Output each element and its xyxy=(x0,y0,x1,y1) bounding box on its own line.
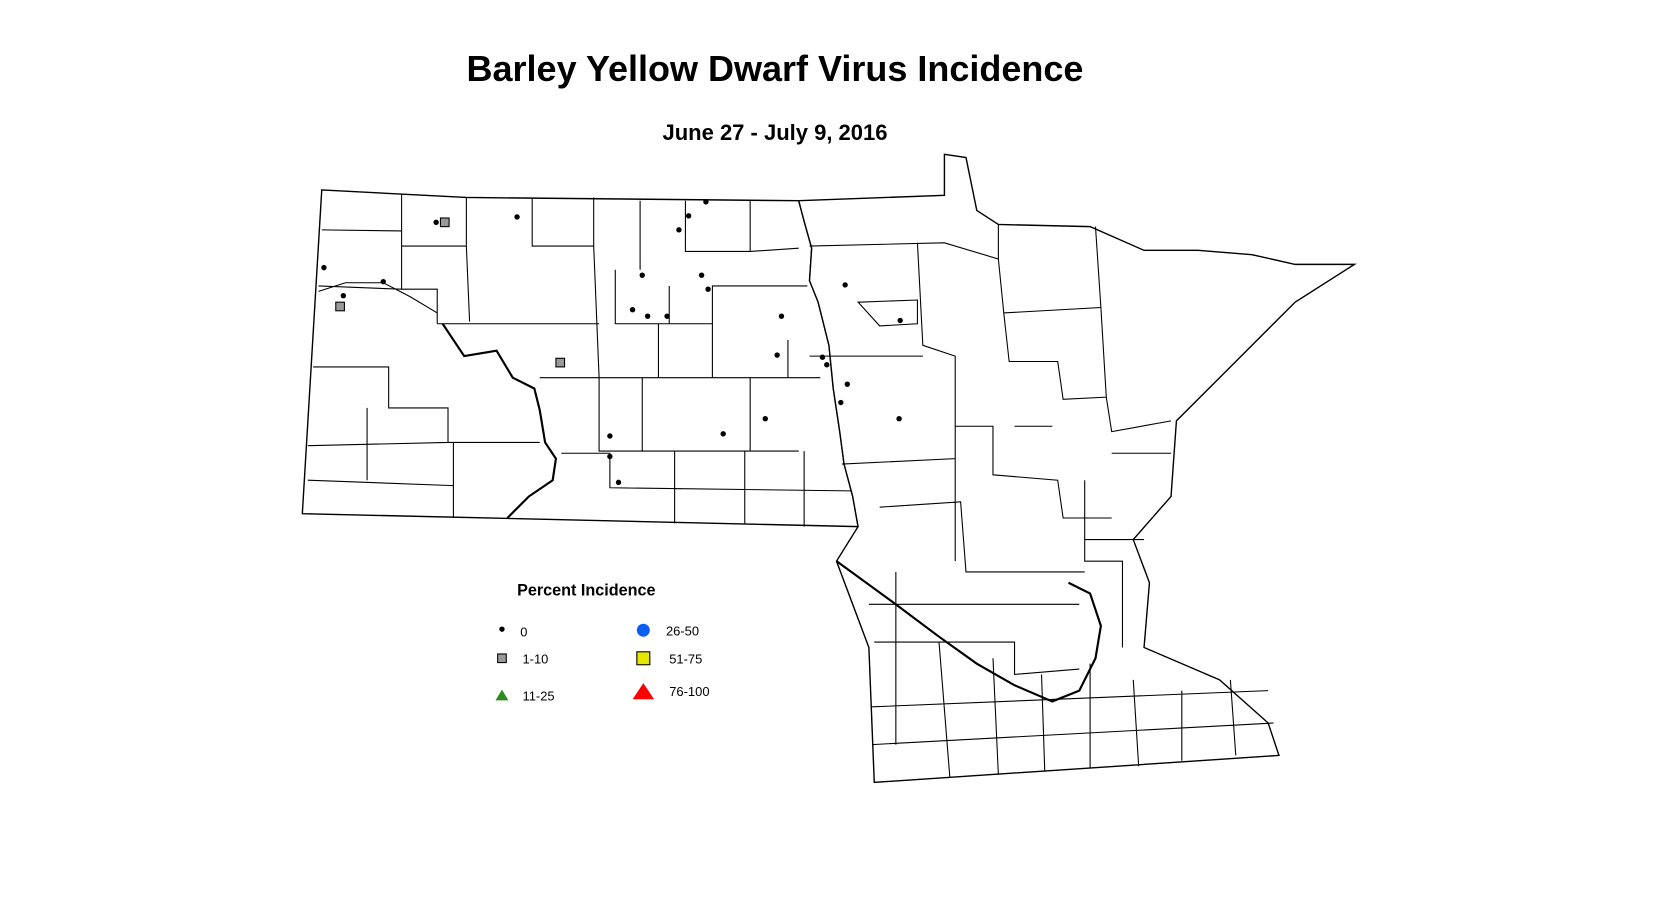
legend-symbol-1-10 xyxy=(497,653,507,664)
legend-title: Percent Incidence xyxy=(517,582,655,600)
point-0-percent xyxy=(685,213,692,219)
point-1-10-percent xyxy=(335,301,345,312)
point-0-percent xyxy=(842,282,848,288)
point-0-percent xyxy=(819,354,826,360)
point-0-percent xyxy=(340,292,347,299)
point-0-percent xyxy=(703,199,709,205)
legend-symbol-11-25 xyxy=(495,689,509,701)
point-0-percent xyxy=(698,272,705,278)
point-0-percent xyxy=(778,313,785,319)
point-0-percent xyxy=(433,219,439,225)
point-0-percent xyxy=(639,272,645,278)
point-0-percent xyxy=(838,399,844,406)
legend-label-0: 0 xyxy=(520,625,527,640)
point-0-percent xyxy=(676,227,682,233)
map-title: Barley Yellow Dwarf Virus Incidence xyxy=(466,48,1084,89)
point-0-percent xyxy=(774,352,780,358)
legend-label-26-50: 26-50 xyxy=(666,624,699,639)
legend-symbol-0 xyxy=(499,626,505,632)
point-0-percent xyxy=(644,313,651,319)
point-0-percent xyxy=(380,278,386,285)
point-0-percent xyxy=(514,214,520,220)
point-0-percent xyxy=(824,362,830,368)
observation-points xyxy=(321,199,903,486)
point-0-percent xyxy=(615,479,622,486)
point-0-percent xyxy=(897,317,903,324)
map-subtitle: June 27 - July 9, 2016 xyxy=(662,120,888,145)
legend-label-1-10: 1-10 xyxy=(522,652,548,667)
point-0-percent xyxy=(762,416,768,422)
legend: Percent Incidence 0 1-10 11-25 26-50 51-… xyxy=(495,582,710,703)
point-1-10-percent xyxy=(555,357,566,368)
point-0-percent xyxy=(705,286,711,292)
legend-symbol-26-50 xyxy=(636,623,650,637)
point-0-percent xyxy=(844,381,850,387)
point-0-percent xyxy=(607,453,613,460)
legend-label-76-100: 76-100 xyxy=(669,684,709,699)
legend-symbol-51-75 xyxy=(636,651,651,666)
point-0-percent xyxy=(664,313,670,319)
legend-label-51-75: 51-75 xyxy=(669,652,702,667)
point-0-percent xyxy=(720,431,726,437)
minnesota xyxy=(797,153,1357,784)
north-dakota xyxy=(301,189,859,528)
legend-symbol-76-100 xyxy=(632,683,655,700)
legend-label-11-25: 11-25 xyxy=(522,688,554,703)
point-0-percent xyxy=(607,433,613,439)
point-0-percent xyxy=(629,307,636,313)
point-0-percent xyxy=(321,264,327,271)
point-1-10-percent xyxy=(439,217,450,228)
point-0-percent xyxy=(896,416,902,422)
